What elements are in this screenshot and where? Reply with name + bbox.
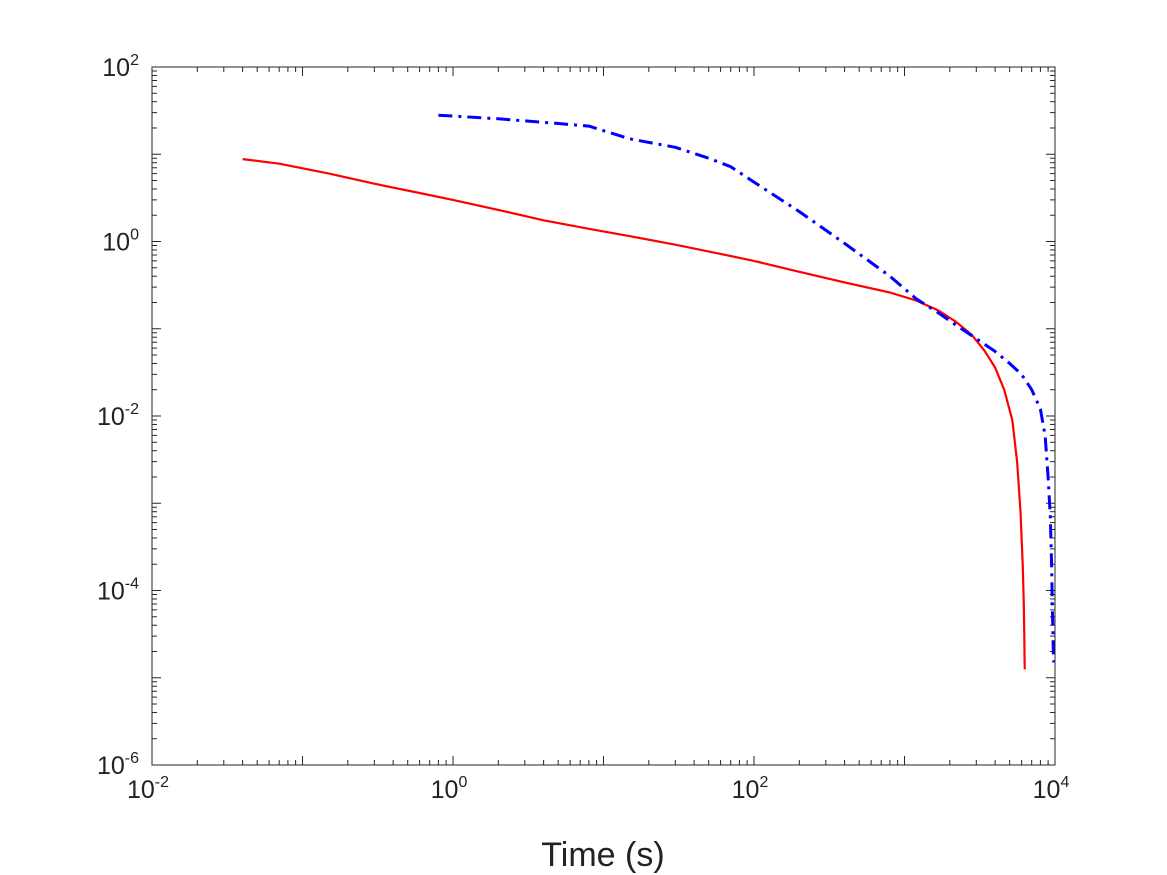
y-tick-label: 10-4 — [97, 576, 139, 606]
y-tick-label: 10-2 — [97, 401, 139, 431]
x-tick-labels: 10-2 100 102 104 — [127, 774, 1069, 804]
minor-ticks — [152, 67, 1055, 765]
x-tick-label: 102 — [732, 774, 769, 804]
plot-area — [152, 67, 1055, 765]
x-tick-label: 104 — [1033, 774, 1070, 804]
series-line-1 — [242, 158, 1026, 670]
x-tick-label: 100 — [431, 774, 468, 804]
plot-frame — [151, 66, 1056, 766]
series-group — [242, 113, 1056, 670]
y-tick-labels: 10-6 10-4 10-2 100 102 — [97, 52, 139, 780]
y-tick-label: 102 — [102, 52, 139, 82]
y-tick-label: 100 — [102, 227, 139, 257]
x-axis-label: Time (s) — [541, 836, 664, 874]
series-line-2 — [438, 113, 1056, 663]
x-tick-label: 10-2 — [127, 774, 169, 804]
y-tick-label: 10-6 — [97, 750, 139, 780]
